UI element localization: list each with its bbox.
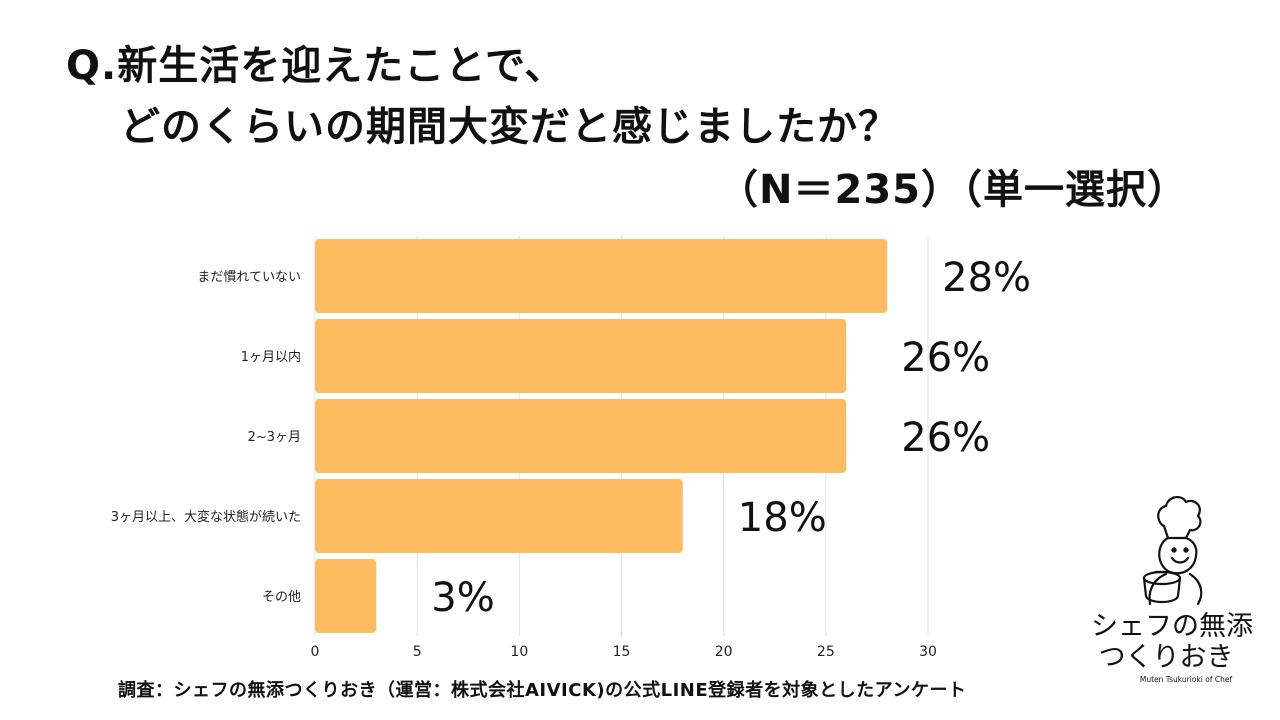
- x-tick-label: 25: [817, 644, 835, 660]
- bar: [315, 479, 683, 553]
- chart-title-line1: Q.新生活を迎えたことで、: [66, 43, 566, 89]
- category-label: 2~3ヶ月: [248, 430, 301, 445]
- logo-subtext: Muten Tsukurioki of Chef: [1140, 675, 1233, 684]
- logo-text-line1: シェフの無添: [1091, 611, 1253, 642]
- x-tick-label: 10: [510, 644, 528, 660]
- bar: [315, 399, 847, 473]
- x-tick-label: 15: [613, 644, 631, 660]
- data-label: 26%: [901, 335, 990, 381]
- category-label: 3ヶ月以上、大変な状態が続いた: [111, 509, 301, 525]
- data-label: 28%: [942, 255, 1031, 301]
- chart-subtitle: （N＝235）（単一選択）: [718, 167, 1188, 213]
- chef-illustration-icon: [1142, 496, 1203, 606]
- chef-logo: シェフの無添 つくりおき Muten Tsukurioki of Chef: [1091, 496, 1253, 684]
- x-tick-label: 0: [311, 644, 320, 660]
- data-label: 26%: [901, 415, 990, 461]
- data-label: 3%: [431, 575, 494, 621]
- x-tick-label: 20: [715, 644, 733, 660]
- chart-title-line2: どのくらいの期間大変だと感じましたか？: [120, 104, 899, 150]
- bar: [315, 559, 377, 633]
- bar: [315, 319, 847, 393]
- category-label: まだ慣れていない: [197, 269, 301, 285]
- x-tick-label: 5: [413, 644, 422, 660]
- data-label: 18%: [738, 495, 827, 541]
- logo-text-line2: つくりおき: [1099, 642, 1234, 673]
- bar: [315, 239, 888, 313]
- category-label: その他: [262, 590, 301, 605]
- survey-footnote: 調査：シェフの無添つくりおき（運営：株式会社AIVICK)の公式LINE登録者を…: [118, 680, 967, 701]
- category-label: 1ヶ月以内: [241, 349, 301, 365]
- x-tick-label: 30: [919, 644, 937, 660]
